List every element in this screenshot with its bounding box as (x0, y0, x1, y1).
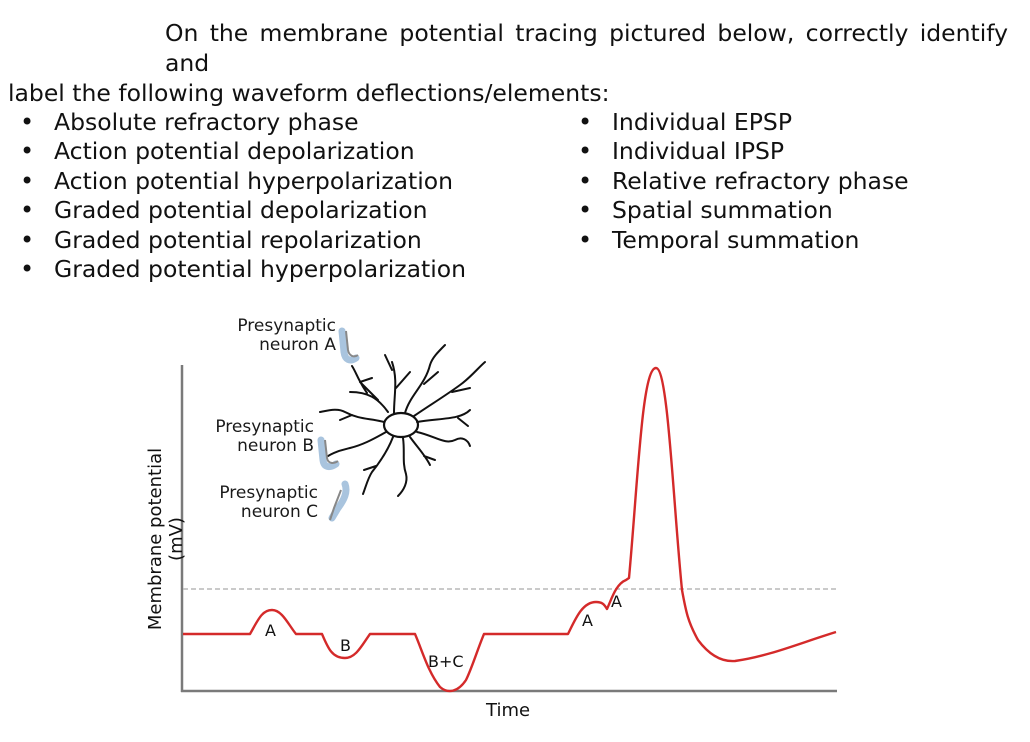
presynaptic-neuron-a-label: Presynaptic neuron A (218, 317, 336, 355)
instructions-line-2: label the following waveform deflections… (8, 79, 610, 107)
waveform-label-epsp-a: A (265, 621, 276, 640)
term-item: Individual EPSP (566, 108, 909, 138)
neuron-label-line: Presynaptic (215, 417, 314, 437)
term-list-right: Individual EPSP Individual IPSP Relative… (566, 108, 909, 255)
term-item: Individual IPSP (566, 137, 909, 167)
term-item: Graded potential repolarization (8, 226, 466, 256)
neuron-label-line: Presynaptic (219, 483, 318, 503)
term-item: Action potential hyperpolarization (8, 167, 466, 197)
term-list-left: Absolute refractory phase Action potenti… (8, 108, 466, 285)
waveform-label-temporal-a1: A (582, 611, 593, 630)
x-axis-label: Time (486, 700, 531, 721)
term-item: Spatial summation (566, 196, 909, 226)
presynaptic-terminal-c-icon (328, 480, 350, 522)
presynaptic-neuron-b-label: Presynaptic neuron B (196, 418, 314, 456)
neuron-label-line: neuron A (259, 335, 336, 355)
neuron-label-line: neuron C (240, 502, 318, 522)
term-item: Absolute refractory phase (8, 108, 466, 138)
term-item: Relative refractory phase (566, 167, 909, 197)
postsynaptic-neuron-icon (319, 344, 486, 497)
waveform-label-ipsp-bc: B+C (428, 652, 464, 671)
presynaptic-terminal-b-icon (317, 436, 340, 471)
membrane-potential-trace (183, 366, 837, 693)
y-axis-label: Membrane potential (mV) (145, 447, 187, 631)
waveform-label-ipsp-b: B (340, 636, 351, 655)
presynaptic-neuron-c-label: Presynaptic neuron C (200, 484, 318, 522)
instructions: On the membrane potential tracing pictur… (8, 18, 1008, 108)
term-item: Temporal summation (566, 226, 909, 256)
term-item: Graded potential depolarization (8, 196, 466, 226)
presynaptic-terminal-a-icon (338, 327, 360, 364)
axes (180, 365, 837, 693)
term-item: Action potential depolarization (8, 137, 466, 167)
neuron-label-line: Presynaptic (237, 316, 336, 336)
term-item: Graded potential hyperpolarization (8, 255, 466, 285)
waveform-label-temporal-a2: A (611, 592, 622, 611)
instructions-line-1: On the membrane potential tracing pictur… (165, 19, 1008, 77)
neuron-label-line: neuron B (237, 436, 314, 456)
